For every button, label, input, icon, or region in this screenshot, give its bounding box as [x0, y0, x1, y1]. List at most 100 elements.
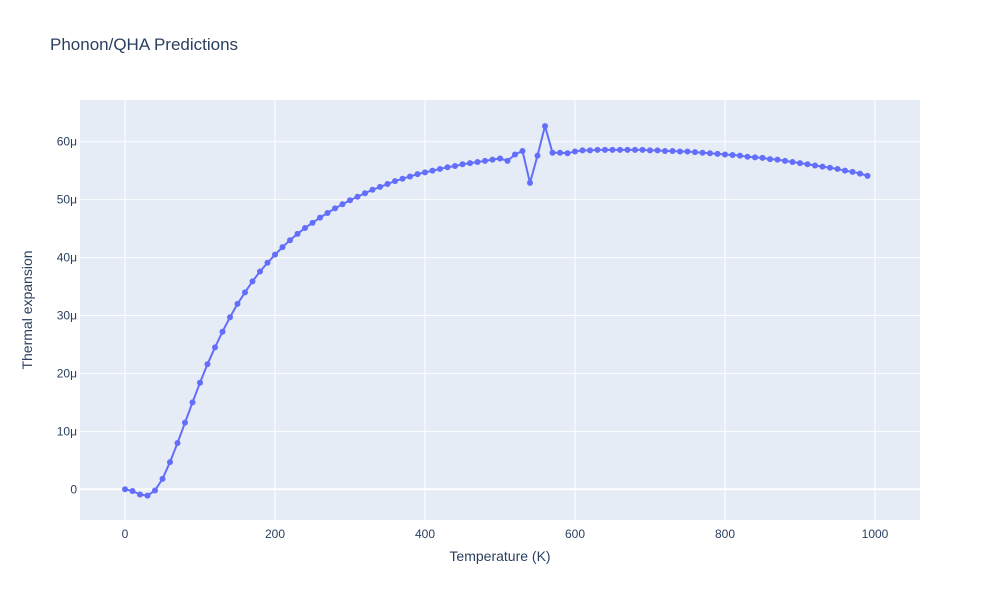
data-point[interactable]	[617, 146, 623, 153]
data-point[interactable]	[534, 152, 541, 159]
data-point[interactable]	[557, 149, 563, 156]
data-point[interactable]	[369, 186, 376, 193]
data-point[interactable]	[692, 149, 698, 156]
data-point[interactable]	[234, 300, 241, 307]
data-point[interactable]	[587, 147, 593, 154]
data-point[interactable]	[864, 172, 871, 179]
data-point[interactable]	[572, 148, 578, 155]
data-point[interactable]	[482, 157, 488, 164]
data-point[interactable]	[504, 157, 511, 164]
data-point[interactable]	[249, 278, 256, 285]
data-point[interactable]	[339, 201, 346, 208]
data-point[interactable]	[242, 289, 248, 296]
data-point[interactable]	[414, 171, 421, 178]
data-point[interactable]	[377, 183, 383, 190]
data-point[interactable]	[497, 155, 503, 162]
data-point[interactable]	[407, 173, 413, 180]
data-point[interactable]	[429, 167, 436, 174]
data-point[interactable]	[332, 205, 338, 212]
data-point[interactable]	[759, 154, 766, 161]
data-point[interactable]	[122, 486, 128, 493]
data-point[interactable]	[752, 154, 758, 161]
data-point[interactable]	[489, 156, 496, 163]
data-point[interactable]	[782, 157, 788, 164]
data-point[interactable]	[594, 146, 601, 153]
data-point[interactable]	[767, 156, 773, 163]
data-point[interactable]	[542, 123, 548, 130]
data-point[interactable]	[159, 475, 166, 482]
data-point[interactable]	[362, 190, 368, 197]
data-point[interactable]	[677, 148, 683, 155]
data-point[interactable]	[452, 163, 458, 170]
data-point[interactable]	[857, 170, 863, 177]
data-point[interactable]	[804, 161, 811, 168]
data-point[interactable]	[219, 328, 226, 335]
data-point[interactable]	[527, 179, 533, 186]
data-point[interactable]	[129, 488, 136, 495]
data-point[interactable]	[287, 237, 293, 244]
data-point[interactable]	[624, 146, 631, 153]
plot-area[interactable]	[80, 100, 920, 520]
data-point[interactable]	[579, 147, 586, 154]
data-point[interactable]	[549, 149, 556, 156]
data-point[interactable]	[279, 244, 286, 251]
data-point[interactable]	[467, 160, 473, 167]
data-point[interactable]	[272, 251, 278, 258]
data-point[interactable]	[849, 168, 856, 175]
data-point[interactable]	[819, 163, 826, 170]
data-point[interactable]	[422, 169, 428, 176]
data-point[interactable]	[632, 146, 638, 153]
data-point[interactable]	[189, 399, 196, 406]
data-point[interactable]	[197, 379, 203, 386]
data-point[interactable]	[474, 158, 481, 165]
data-point[interactable]	[662, 147, 668, 154]
data-point[interactable]	[609, 146, 616, 153]
data-point[interactable]	[182, 419, 188, 426]
data-point[interactable]	[399, 175, 406, 182]
data-point[interactable]	[309, 219, 316, 226]
data-point[interactable]	[317, 214, 323, 221]
data-point[interactable]	[729, 152, 736, 159]
data-point[interactable]	[714, 150, 721, 157]
data-point[interactable]	[827, 164, 833, 171]
data-point[interactable]	[519, 147, 526, 154]
data-point[interactable]	[392, 178, 398, 185]
data-point[interactable]	[264, 259, 271, 266]
data-point[interactable]	[144, 492, 151, 499]
data-point[interactable]	[699, 149, 706, 156]
data-point[interactable]	[639, 146, 646, 153]
data-point[interactable]	[459, 161, 466, 168]
data-point[interactable]	[257, 268, 263, 275]
data-point[interactable]	[744, 153, 751, 160]
data-point[interactable]	[737, 152, 743, 159]
data-point[interactable]	[669, 147, 676, 154]
data-point[interactable]	[137, 491, 143, 498]
data-point[interactable]	[512, 151, 518, 158]
data-point[interactable]	[294, 230, 301, 237]
data-point[interactable]	[774, 156, 781, 163]
data-point[interactable]	[602, 146, 608, 153]
data-point[interactable]	[564, 150, 571, 157]
data-point[interactable]	[684, 148, 691, 155]
data-point[interactable]	[647, 147, 653, 154]
data-point[interactable]	[654, 147, 661, 154]
data-point[interactable]	[812, 162, 818, 169]
data-point[interactable]	[152, 487, 158, 494]
data-point[interactable]	[347, 197, 353, 204]
data-point[interactable]	[212, 344, 218, 351]
data-point[interactable]	[324, 209, 331, 216]
data-point[interactable]	[167, 459, 173, 466]
data-point[interactable]	[204, 361, 211, 368]
data-point[interactable]	[437, 165, 443, 172]
data-point[interactable]	[789, 158, 796, 165]
data-point[interactable]	[797, 160, 803, 167]
data-point[interactable]	[707, 150, 713, 157]
data-point[interactable]	[302, 225, 308, 232]
data-point[interactable]	[384, 181, 391, 187]
data-point[interactable]	[174, 439, 181, 446]
data-point[interactable]	[444, 164, 451, 171]
data-point[interactable]	[227, 314, 233, 321]
data-point[interactable]	[842, 167, 848, 174]
data-point[interactable]	[354, 193, 361, 200]
data-point[interactable]	[722, 151, 728, 158]
